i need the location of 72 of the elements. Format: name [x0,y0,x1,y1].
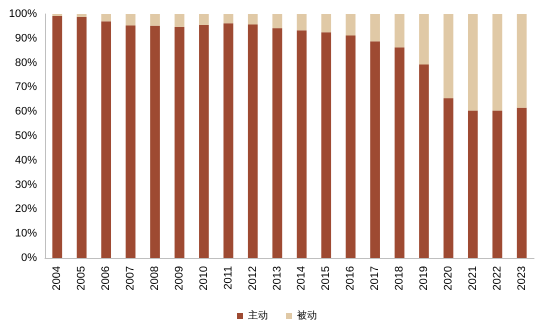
bar [296,14,307,30]
bar [346,35,356,258]
bar [272,28,282,258]
bar [174,14,184,27]
bar [248,24,258,258]
x-tick-label: 2008 [149,266,162,290]
bar [223,14,234,24]
bar [370,41,380,258]
bar [101,14,112,22]
x-tick-label: 2016 [344,266,357,290]
x-tick-label: 2021 [466,266,479,290]
bar [370,14,380,42]
x-tick-label: 2020 [442,266,454,290]
bar [492,14,502,111]
bar [419,64,429,258]
bar [321,14,332,32]
bar [199,14,209,25]
bar [76,16,87,258]
x-tick-label: 2007 [124,266,137,290]
x-tick-label: 2018 [394,266,406,290]
y-tick-label: 100% [8,8,38,20]
bar [76,14,87,17]
bar [444,98,454,258]
x-tick-label: 2005 [76,266,88,290]
y-tick-label: 50% [14,130,38,142]
bar [468,110,478,258]
y-tick-label: 60% [14,106,38,118]
x-tick-label: 2023 [516,266,528,290]
y-tick-label: 40% [14,154,38,166]
bar [444,14,454,98]
bar [150,14,160,26]
bar [468,14,478,111]
bar [419,14,429,65]
x-tick-label: 2006 [100,266,112,290]
bar [126,14,136,26]
y-tick-label: 10% [14,228,38,240]
x-tick-label: 2017 [369,266,382,290]
bar [199,24,209,258]
bar [248,14,258,24]
bar [174,26,184,258]
y-tick-label: 0% [21,252,38,264]
legend-label: 主动 [248,310,268,322]
bar [394,47,404,258]
bar [126,25,136,258]
x-tick-label: 2004 [51,266,64,290]
y-tick-label: 90% [14,32,38,44]
y-tick-label: 80% [14,56,38,69]
bar [321,32,332,258]
x-tick-label: 2022 [491,266,504,290]
y-tick-label: 20% [14,203,38,216]
x-tick-label: 2013 [271,266,284,290]
x-tick-label: 2009 [173,266,186,290]
bar [272,14,282,28]
bar [346,14,356,36]
bar [394,14,404,48]
x-tick-label: 2019 [418,266,430,290]
y-tick-label: 30% [14,178,38,191]
x-tick-label: 2010 [198,266,210,290]
x-tick-label: 2015 [320,266,332,290]
bar [492,110,502,258]
y-tick-label: 70% [14,81,38,94]
bar [296,30,307,258]
x-tick-label: 2011 [222,266,234,290]
bar [150,26,160,258]
bar [52,16,62,258]
x-tick-label: 2012 [246,266,259,290]
bar [101,21,112,258]
bar [516,108,527,258]
bar [223,23,234,258]
x-tick-label: 2014 [296,266,308,290]
legend-label: 被动 [297,310,317,322]
bar [516,14,527,108]
